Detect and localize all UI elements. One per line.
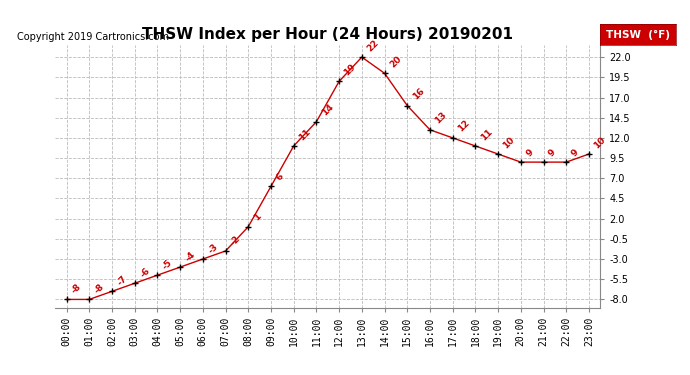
Text: -8: -8 <box>70 282 83 296</box>
Text: 10: 10 <box>592 135 607 150</box>
Text: 9: 9 <box>547 147 558 158</box>
Text: 1: 1 <box>252 212 262 223</box>
Text: 11: 11 <box>297 127 313 142</box>
Text: -4: -4 <box>184 249 197 263</box>
Title: THSW Index per Hour (24 Hours) 20190201: THSW Index per Hour (24 Hours) 20190201 <box>142 27 513 42</box>
Text: 16: 16 <box>411 86 426 102</box>
Text: 20: 20 <box>388 54 403 69</box>
Text: 9: 9 <box>524 147 535 158</box>
Text: 19: 19 <box>342 62 358 77</box>
Text: 6: 6 <box>275 171 285 182</box>
Text: -8: -8 <box>92 282 106 296</box>
Text: 11: 11 <box>479 127 494 142</box>
Text: -6: -6 <box>138 266 152 279</box>
Text: 9: 9 <box>570 147 580 158</box>
Text: -3: -3 <box>206 242 219 255</box>
Text: -2: -2 <box>229 234 242 247</box>
Text: 14: 14 <box>319 102 335 118</box>
Text: -7: -7 <box>115 274 129 287</box>
Text: 22: 22 <box>365 38 380 53</box>
Text: Copyright 2019 Cartronics.com: Copyright 2019 Cartronics.com <box>17 32 169 42</box>
Text: 13: 13 <box>433 111 448 126</box>
Text: 12: 12 <box>456 118 471 134</box>
Text: -5: -5 <box>161 258 175 271</box>
Text: 10: 10 <box>502 135 517 150</box>
Text: THSW  (°F): THSW (°F) <box>607 30 670 40</box>
